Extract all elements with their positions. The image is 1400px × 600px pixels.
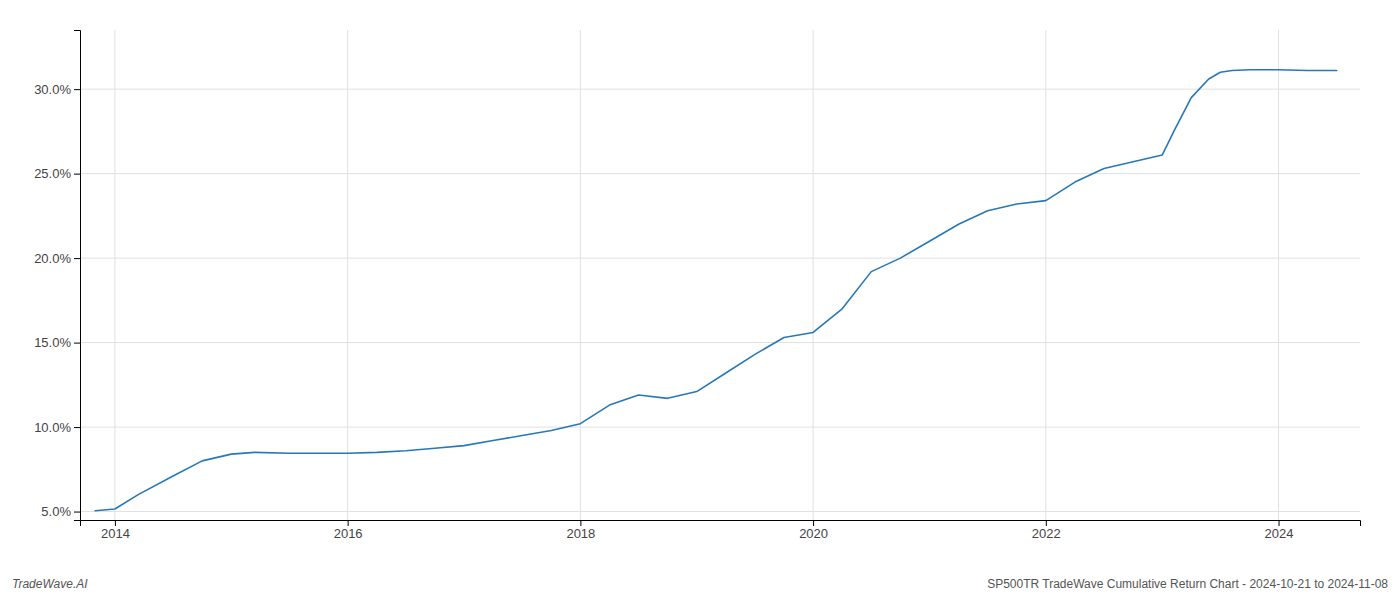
y-tick-mark [74,258,80,259]
grid-line-y [80,511,1360,512]
plot: 2014 2016 2018 2020 2022 2024 5.0% 10.0% 15.0% 20… [34,30,1360,541]
x-tick-mark [1046,520,1047,526]
y-axis-line [74,31,81,521]
y-tick-label: 20.0% [34,251,71,266]
x-tick: 2014 [101,520,130,541]
y-tick-mark [74,89,80,90]
x-tick-mark [1279,520,1280,526]
x-tick-mark [813,520,814,526]
y-tick: 25.0% [34,166,80,181]
grid [80,30,1360,520]
x-tick-label: 2014 [101,526,130,541]
grid-line-x [813,30,814,520]
y-tick: 5.0% [41,504,80,519]
y-tick-label: 10.0% [34,420,71,435]
y-tick-mark [74,427,80,428]
y-tick-mark [74,343,80,344]
grid-line-x [1278,30,1279,520]
y-tick-label: 5.0% [41,504,71,519]
y-tick: 30.0% [34,82,80,97]
x-tick-mark [115,520,116,526]
y-tick-label: 30.0% [34,82,71,97]
y-tick-mark [74,512,80,513]
y-tick: 15.0% [34,335,80,350]
grid-line-y [80,342,1360,343]
x-tick: 2018 [566,520,595,541]
x-tick: 2020 [799,520,828,541]
marks [95,70,1337,511]
grid-line-y [80,258,1360,259]
x-tick-label: 2020 [799,526,828,541]
x-tick: 2016 [334,520,363,541]
y-tick-label: 15.0% [34,335,71,350]
x-tick-mark [580,520,581,526]
y-tick-label: 25.0% [34,166,71,181]
x-tick-label: 2024 [1265,526,1294,541]
y-tick: 20.0% [34,251,80,266]
line [95,70,1337,511]
x-tick-mark [348,520,349,526]
y-tick-mark [74,174,80,175]
grid-line-x [347,30,348,520]
grid-line-x [580,30,581,520]
x-tick: 2022 [1032,520,1061,541]
grid-line-y [80,427,1360,428]
grid-line-y [80,173,1360,174]
chart: 2014 2016 2018 2020 2022 2024 5.0% 10.0% 15.0% 20… [0,0,1400,600]
x-tick-label: 2022 [1032,526,1061,541]
y-tick: 10.0% [34,420,80,435]
x-tick-label: 2018 [566,526,595,541]
grid-line-x [114,30,115,520]
footer-left: TradeWave.AI [12,577,88,591]
x-tick-label: 2016 [334,526,363,541]
grid-line-x [1045,30,1046,520]
x-axis: 2014 2016 2018 2020 2022 2024 [81,520,1361,541]
x-tick: 2024 [1265,520,1294,541]
x-axis-line [81,521,1361,527]
footer-right: SP500TR TradeWave Cumulative Return Char… [987,577,1388,591]
grid-line-y [80,89,1360,90]
y-axis: 5.0% 10.0% 15.0% 20.0% 25.0% 30.0% [34,31,80,521]
